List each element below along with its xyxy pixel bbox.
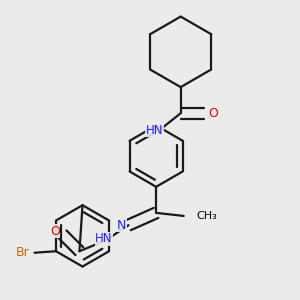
Text: HN: HN	[95, 232, 113, 245]
Text: Br: Br	[16, 246, 30, 259]
Text: HN: HN	[146, 124, 164, 136]
Text: N: N	[117, 219, 127, 232]
Text: CH₃: CH₃	[196, 211, 217, 221]
Text: O: O	[208, 107, 218, 120]
Text: O: O	[50, 225, 60, 238]
